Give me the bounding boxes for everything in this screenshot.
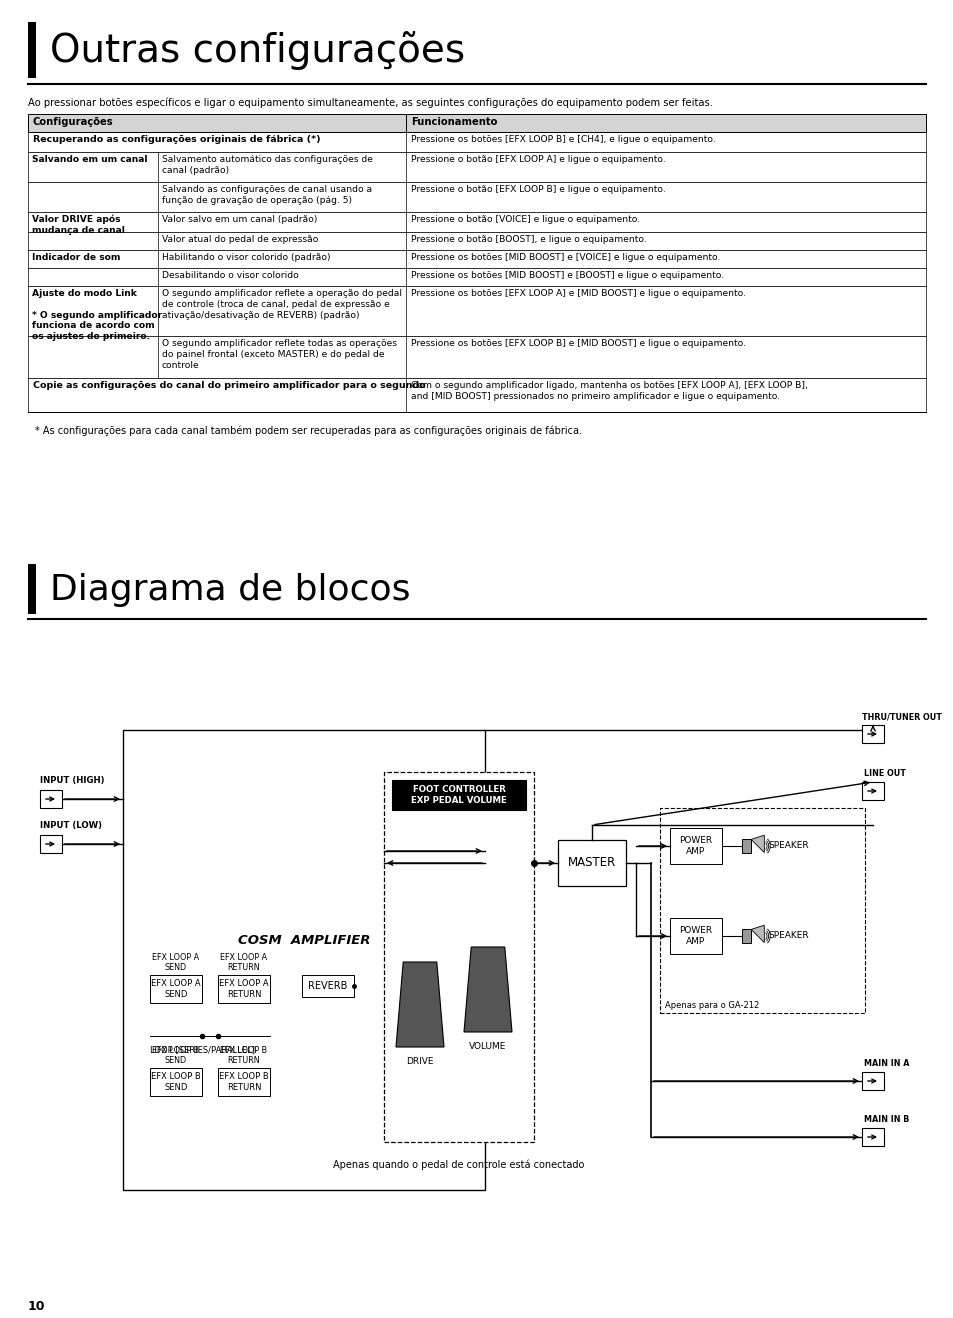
Text: Valor atual do pedal de expressão: Valor atual do pedal de expressão — [162, 235, 318, 244]
Text: POWER
AMP: POWER AMP — [679, 837, 712, 855]
Bar — [218, 975, 270, 1003]
Bar — [28, 212, 925, 232]
Text: 10: 10 — [28, 1300, 46, 1313]
Text: POWER
AMP: POWER AMP — [679, 927, 712, 946]
Bar — [659, 808, 864, 1014]
Bar — [384, 772, 534, 1141]
Text: Pressione o botão [BOOST], e ligue o equipamento.: Pressione o botão [BOOST], e ligue o equ… — [411, 235, 646, 244]
Bar — [28, 132, 925, 152]
Text: EFX LOOP A
RETURN: EFX LOOP A RETURN — [220, 953, 267, 971]
Text: VOLUME: VOLUME — [469, 1043, 506, 1050]
Bar — [150, 1068, 202, 1097]
Text: EFX LOOP B
SEND: EFX LOOP B SEND — [151, 1073, 201, 1091]
Bar — [862, 1072, 883, 1090]
Text: SPEAKER: SPEAKER — [767, 841, 808, 850]
Text: Salvando as configurações de canal usando a
função de gravação de operação (pág.: Salvando as configurações de canal usand… — [162, 185, 372, 204]
Text: Valor DRIVE após
mudança de canal: Valor DRIVE após mudança de canal — [32, 215, 125, 235]
Text: Pressione o botão [EFX LOOP A] e ligue o equipamento.: Pressione o botão [EFX LOOP A] e ligue o… — [411, 156, 665, 163]
Text: Salvando em um canal: Salvando em um canal — [32, 156, 148, 163]
Text: EFX LOOP B
SEND: EFX LOOP B SEND — [152, 1045, 199, 1065]
Text: EFX LOOP A
RETURN: EFX LOOP A RETURN — [219, 979, 269, 999]
Text: Pressione o botão [VOICE] e ligue o equipamento.: Pressione o botão [VOICE] e ligue o equi… — [411, 215, 639, 224]
Text: Salvamento automático das configurações de
canal (padrão): Salvamento automático das configurações … — [162, 156, 373, 175]
Bar — [123, 730, 484, 1190]
Bar — [28, 22, 36, 78]
Text: EFX LOOP A
SEND: EFX LOOP A SEND — [152, 953, 199, 971]
Bar — [862, 782, 883, 800]
Text: MASTER: MASTER — [567, 857, 616, 870]
Bar — [150, 975, 202, 1003]
Text: Ao pressionar botões específicos e ligar o equipamento simultaneamente, as segui: Ao pressionar botões específicos e ligar… — [28, 98, 712, 108]
Text: Configurações: Configurações — [33, 117, 113, 127]
Text: LINE OUT: LINE OUT — [863, 768, 905, 778]
Text: Ajuste do modo Link

* O segundo amplificador
funciona de acordo com
os ajustes : Ajuste do modo Link * O segundo amplific… — [32, 289, 162, 341]
Polygon shape — [750, 836, 763, 853]
Bar — [28, 286, 925, 336]
Bar — [28, 268, 925, 286]
Text: O segundo amplificador reflete a operação do pedal
de controle (troca de canal, : O segundo amplificador reflete a operaçã… — [162, 289, 401, 319]
Text: Habilitando o visor colorido (padrão): Habilitando o visor colorido (padrão) — [162, 253, 330, 262]
Bar — [218, 1068, 270, 1097]
Polygon shape — [750, 925, 763, 942]
Bar — [669, 828, 721, 865]
Bar — [862, 725, 883, 743]
Text: REVERB: REVERB — [308, 981, 347, 991]
Text: FOOT CONTROLLER
EXP PEDAL VOLUME: FOOT CONTROLLER EXP PEDAL VOLUME — [411, 786, 506, 805]
Text: Pressione os botões [EFX LOOP A] e [MID BOOST] e ligue o equipamento.: Pressione os botões [EFX LOOP A] e [MID … — [411, 289, 745, 298]
Bar — [40, 789, 62, 808]
Bar — [741, 840, 750, 853]
Bar — [28, 378, 925, 413]
Text: Pressione os botões [MID BOOST] e [VOICE] e ligue o equipamento.: Pressione os botões [MID BOOST] e [VOICE… — [411, 253, 720, 262]
Text: * As configurações para cada canal também podem ser recuperadas para as configur: * As configurações para cada canal també… — [35, 426, 581, 436]
Text: INPUT (HIGH): INPUT (HIGH) — [40, 776, 105, 786]
Bar — [392, 780, 525, 811]
Bar — [28, 152, 925, 182]
Bar — [28, 250, 925, 268]
Text: EFX LOOP B
RETURN: EFX LOOP B RETURN — [219, 1073, 269, 1091]
Polygon shape — [395, 962, 443, 1046]
Text: EFX LOOP B
RETURN: EFX LOOP B RETURN — [220, 1045, 267, 1065]
Text: LOOP [SERIES/PARALLEL]: LOOP [SERIES/PARALLEL] — [150, 1045, 254, 1054]
Text: Pressione os botões [EFX LOOP B] e [MID BOOST] e ligue o equipamento.: Pressione os botões [EFX LOOP B] e [MID … — [411, 339, 745, 348]
Text: Pressione o botão [EFX LOOP B] e ligue o equipamento.: Pressione o botão [EFX LOOP B] e ligue o… — [411, 185, 665, 194]
Bar — [28, 336, 925, 378]
Text: Indicador de som: Indicador de som — [32, 253, 120, 262]
Text: Diagrama de blocos: Diagrama de blocos — [50, 573, 410, 608]
Text: EFX LOOP A
SEND: EFX LOOP A SEND — [151, 979, 200, 999]
Bar — [28, 232, 925, 250]
Text: Apenas para o GA-212: Apenas para o GA-212 — [664, 1000, 759, 1010]
Text: COSM  AMPLIFIER: COSM AMPLIFIER — [237, 933, 370, 946]
Text: Com o segundo amplificador ligado, mantenha os botões [EFX LOOP A], [EFX LOOP B]: Com o segundo amplificador ligado, mante… — [411, 381, 807, 401]
Text: MAIN IN A: MAIN IN A — [863, 1058, 908, 1068]
Text: Valor salvo em um canal (padrão): Valor salvo em um canal (padrão) — [162, 215, 317, 224]
Text: INPUT (LOW): INPUT (LOW) — [40, 821, 102, 830]
Text: Apenas quando o pedal de controle está conectado: Apenas quando o pedal de controle está c… — [333, 1160, 584, 1170]
Polygon shape — [463, 948, 512, 1032]
Text: Funcionamento: Funcionamento — [411, 117, 497, 127]
Bar — [302, 975, 354, 996]
Text: Pressione os botões [MID BOOST] e [BOOST] e ligue o equipamento.: Pressione os botões [MID BOOST] e [BOOST… — [411, 272, 723, 279]
Text: Pressione os botões [EFX LOOP B] e [CH4], e ligue o equipamento.: Pressione os botões [EFX LOOP B] e [CH4]… — [411, 134, 715, 144]
Text: Desabilitando o visor colorido: Desabilitando o visor colorido — [162, 272, 298, 279]
Bar — [558, 840, 625, 886]
Text: Recuperando as configurações originais de fábrica (*): Recuperando as configurações originais d… — [33, 134, 320, 144]
Text: THRU/TUNER OUT: THRU/TUNER OUT — [862, 712, 941, 721]
Text: DRIVE: DRIVE — [406, 1057, 434, 1066]
Bar — [862, 1128, 883, 1145]
Text: SPEAKER: SPEAKER — [767, 932, 808, 941]
Bar — [28, 564, 36, 614]
Text: Copie as configurações do canal do primeiro amplificador para o segundo: Copie as configurações do canal do prime… — [33, 381, 425, 390]
Text: O segundo amplificador reflete todas as operações
do painel frontal (exceto MAST: O segundo amplificador reflete todas as … — [162, 339, 396, 369]
Text: MAIN IN B: MAIN IN B — [863, 1115, 908, 1124]
Bar — [669, 919, 721, 954]
Text: Outras configurações: Outras configurações — [50, 32, 465, 70]
Bar — [741, 929, 750, 942]
Bar — [40, 836, 62, 853]
Bar — [28, 113, 925, 132]
Bar — [28, 182, 925, 212]
